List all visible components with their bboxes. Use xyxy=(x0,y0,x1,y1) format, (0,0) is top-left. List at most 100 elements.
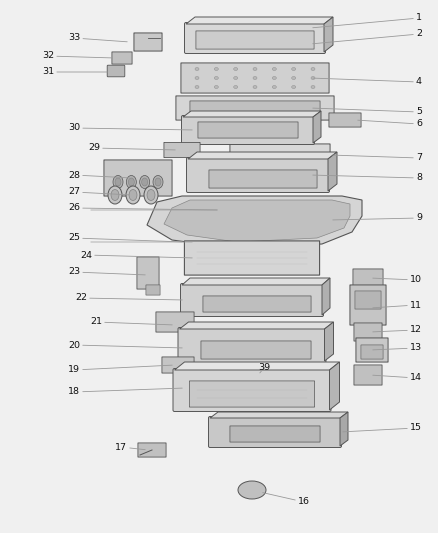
Polygon shape xyxy=(164,200,350,242)
Text: 18: 18 xyxy=(68,387,182,397)
Ellipse shape xyxy=(253,68,257,70)
Text: 27: 27 xyxy=(68,188,129,197)
FancyBboxPatch shape xyxy=(355,291,381,309)
FancyBboxPatch shape xyxy=(137,257,159,289)
Ellipse shape xyxy=(311,77,315,79)
Text: 14: 14 xyxy=(373,374,422,383)
Text: 6: 6 xyxy=(358,119,422,128)
Text: 30: 30 xyxy=(68,124,192,133)
Ellipse shape xyxy=(272,68,276,70)
Text: 33: 33 xyxy=(68,34,127,43)
FancyBboxPatch shape xyxy=(354,365,382,385)
FancyBboxPatch shape xyxy=(176,96,334,120)
Ellipse shape xyxy=(292,77,296,79)
FancyBboxPatch shape xyxy=(354,323,382,341)
FancyBboxPatch shape xyxy=(356,338,388,362)
FancyBboxPatch shape xyxy=(329,113,361,127)
Ellipse shape xyxy=(128,178,134,186)
FancyBboxPatch shape xyxy=(203,296,311,312)
Ellipse shape xyxy=(111,190,119,200)
Ellipse shape xyxy=(311,68,315,70)
Ellipse shape xyxy=(292,85,296,88)
Ellipse shape xyxy=(126,186,140,204)
FancyBboxPatch shape xyxy=(181,63,329,93)
FancyBboxPatch shape xyxy=(104,160,172,196)
Text: 29: 29 xyxy=(88,143,175,152)
Text: 11: 11 xyxy=(373,301,422,310)
FancyBboxPatch shape xyxy=(189,381,314,407)
FancyBboxPatch shape xyxy=(230,426,320,442)
Polygon shape xyxy=(329,362,339,410)
FancyBboxPatch shape xyxy=(230,144,330,166)
Text: 4: 4 xyxy=(313,77,422,86)
FancyBboxPatch shape xyxy=(173,368,331,411)
Ellipse shape xyxy=(253,85,257,88)
FancyBboxPatch shape xyxy=(209,170,317,188)
Ellipse shape xyxy=(233,77,238,79)
Text: 31: 31 xyxy=(42,68,107,77)
Polygon shape xyxy=(186,17,333,24)
Ellipse shape xyxy=(272,77,276,79)
Text: 22: 22 xyxy=(75,294,182,303)
Text: 19: 19 xyxy=(68,365,172,375)
FancyBboxPatch shape xyxy=(180,284,324,317)
Ellipse shape xyxy=(113,175,123,189)
Polygon shape xyxy=(182,278,330,285)
Ellipse shape xyxy=(311,85,315,88)
Ellipse shape xyxy=(147,190,155,200)
FancyBboxPatch shape xyxy=(184,22,325,53)
FancyBboxPatch shape xyxy=(361,345,383,359)
Text: 5: 5 xyxy=(313,108,422,117)
Text: 9: 9 xyxy=(333,214,422,222)
Ellipse shape xyxy=(214,85,218,88)
Ellipse shape xyxy=(195,68,199,70)
Ellipse shape xyxy=(214,77,218,79)
Ellipse shape xyxy=(272,85,276,88)
Ellipse shape xyxy=(195,77,199,79)
Text: 20: 20 xyxy=(68,341,182,350)
Ellipse shape xyxy=(253,77,257,79)
FancyBboxPatch shape xyxy=(138,443,166,457)
Text: 10: 10 xyxy=(373,276,422,285)
Polygon shape xyxy=(322,278,330,315)
FancyBboxPatch shape xyxy=(156,312,194,332)
Ellipse shape xyxy=(195,85,199,88)
Ellipse shape xyxy=(214,68,218,70)
Text: 15: 15 xyxy=(343,424,422,432)
FancyBboxPatch shape xyxy=(181,116,314,144)
FancyBboxPatch shape xyxy=(164,142,200,158)
Text: 16: 16 xyxy=(263,492,310,506)
FancyBboxPatch shape xyxy=(146,285,160,295)
Polygon shape xyxy=(328,152,337,191)
Polygon shape xyxy=(340,412,348,446)
Text: 8: 8 xyxy=(313,174,422,182)
Ellipse shape xyxy=(153,175,163,189)
Text: 32: 32 xyxy=(42,52,112,61)
Ellipse shape xyxy=(233,85,238,88)
FancyBboxPatch shape xyxy=(187,157,329,192)
FancyBboxPatch shape xyxy=(353,269,383,287)
FancyBboxPatch shape xyxy=(107,65,125,77)
FancyBboxPatch shape xyxy=(178,327,326,362)
Ellipse shape xyxy=(126,175,136,189)
Polygon shape xyxy=(180,322,333,329)
Ellipse shape xyxy=(238,481,266,499)
Text: 2: 2 xyxy=(313,29,422,44)
FancyBboxPatch shape xyxy=(112,52,132,64)
Polygon shape xyxy=(183,111,321,117)
Ellipse shape xyxy=(129,190,137,200)
Polygon shape xyxy=(188,152,337,159)
Text: 1: 1 xyxy=(313,13,422,28)
Text: 13: 13 xyxy=(373,343,422,352)
Text: 39: 39 xyxy=(258,364,270,373)
Ellipse shape xyxy=(141,178,148,186)
Text: 17: 17 xyxy=(115,442,145,451)
FancyBboxPatch shape xyxy=(350,285,386,325)
FancyBboxPatch shape xyxy=(184,241,320,275)
FancyBboxPatch shape xyxy=(198,122,298,138)
Polygon shape xyxy=(174,362,339,370)
FancyBboxPatch shape xyxy=(208,416,342,448)
Polygon shape xyxy=(324,17,333,52)
Ellipse shape xyxy=(140,175,150,189)
FancyBboxPatch shape xyxy=(243,365,273,379)
